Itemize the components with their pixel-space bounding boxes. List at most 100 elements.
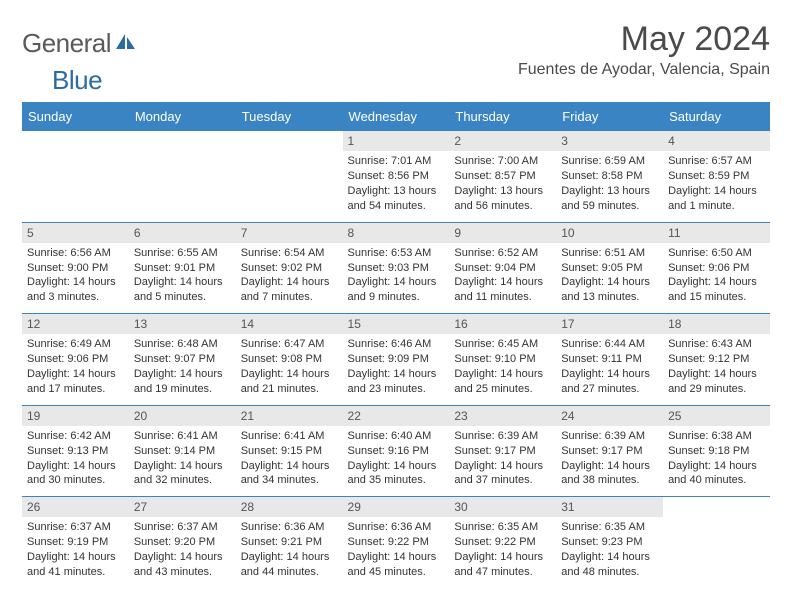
logo-text-blue: Blue	[52, 65, 102, 95]
daylight-text: Daylight: 14 hours	[348, 275, 445, 290]
daylight-text: and 37 minutes.	[454, 473, 551, 488]
daylight-text: and 56 minutes.	[454, 199, 551, 214]
calendar-cell: 27Sunrise: 6:37 AMSunset: 9:20 PMDayligh…	[129, 497, 236, 588]
day-header: Wednesday	[343, 103, 450, 130]
calendar-cell: 31Sunrise: 6:35 AMSunset: 9:23 PMDayligh…	[556, 497, 663, 588]
day-number: 28	[236, 497, 343, 517]
sunset-text: Sunset: 9:17 PM	[561, 444, 658, 459]
daylight-text: and 13 minutes.	[561, 290, 658, 305]
calendar-cell: 15Sunrise: 6:46 AMSunset: 9:09 PMDayligh…	[343, 314, 450, 406]
calendar-cell: 20Sunrise: 6:41 AMSunset: 9:14 PMDayligh…	[129, 405, 236, 497]
daylight-text: Daylight: 14 hours	[668, 275, 765, 290]
daylight-text: Daylight: 14 hours	[348, 367, 445, 382]
sunrise-text: Sunrise: 6:36 AM	[348, 520, 445, 535]
daylight-text: Daylight: 14 hours	[134, 550, 231, 565]
day-number: 18	[663, 314, 770, 334]
day-number: 15	[343, 314, 450, 334]
calendar-cell	[22, 130, 129, 222]
calendar-week-row: 1Sunrise: 7:01 AMSunset: 8:56 PMDaylight…	[22, 130, 770, 222]
daylight-text: Daylight: 13 hours	[348, 184, 445, 199]
daylight-text: and 21 minutes.	[241, 382, 338, 397]
daylight-text: and 3 minutes.	[27, 290, 124, 305]
sunrise-text: Sunrise: 6:50 AM	[668, 246, 765, 261]
sunrise-text: Sunrise: 6:41 AM	[134, 429, 231, 444]
sunrise-text: Sunrise: 7:00 AM	[454, 154, 551, 169]
day-number: 19	[22, 406, 129, 426]
daylight-text: Daylight: 14 hours	[668, 367, 765, 382]
daylight-text: and 43 minutes.	[134, 565, 231, 580]
sunrise-text: Sunrise: 6:40 AM	[348, 429, 445, 444]
calendar-cell: 12Sunrise: 6:49 AMSunset: 9:06 PMDayligh…	[22, 314, 129, 406]
calendar-cell: 16Sunrise: 6:45 AMSunset: 9:10 PMDayligh…	[449, 314, 556, 406]
calendar-cell: 22Sunrise: 6:40 AMSunset: 9:16 PMDayligh…	[343, 405, 450, 497]
daylight-text: Daylight: 13 hours	[561, 184, 658, 199]
daylight-text: Daylight: 13 hours	[454, 184, 551, 199]
sunset-text: Sunset: 9:07 PM	[134, 352, 231, 367]
sunset-text: Sunset: 9:22 PM	[454, 535, 551, 550]
sunset-text: Sunset: 9:06 PM	[27, 352, 124, 367]
logo-text-general: General	[22, 28, 111, 59]
day-number: 1	[343, 131, 450, 151]
calendar-cell: 26Sunrise: 6:37 AMSunset: 9:19 PMDayligh…	[22, 497, 129, 588]
day-number: 20	[129, 406, 236, 426]
calendar-cell: 30 Sunrise: 6:35 AMSunset: 9:22 PMDayligh…	[449, 497, 556, 588]
daylight-text: Daylight: 14 hours	[454, 367, 551, 382]
calendar-cell: 2Sunrise: 7:00 AMSunset: 8:57 PMDaylight…	[449, 130, 556, 222]
sunrise-text: Sunrise: 6:39 AM	[561, 429, 658, 444]
day-number: 29	[343, 497, 450, 517]
daylight-text: Daylight: 14 hours	[561, 275, 658, 290]
daylight-text: Daylight: 14 hours	[241, 367, 338, 382]
sunrise-text: Sunrise: 6:53 AM	[348, 246, 445, 261]
day-number: 13	[129, 314, 236, 334]
sunrise-text: Sunrise: 6:39 AM	[454, 429, 551, 444]
daylight-text: and 1 minute.	[668, 199, 765, 214]
sunrise-text: Sunrise: 6:37 AM	[27, 520, 124, 535]
sunset-text: Sunset: 9:00 PM	[27, 261, 124, 276]
daylight-text: and 47 minutes.	[454, 565, 551, 580]
day-number: 10	[556, 223, 663, 243]
sunrise-text: Sunrise: 6:35 AM	[454, 520, 551, 535]
sunrise-text: Sunrise: 7:01 AM	[348, 154, 445, 169]
page-title: May 2024	[518, 20, 770, 59]
sunrise-text: Sunrise: 6:54 AM	[241, 246, 338, 261]
calendar-cell: 25Sunrise: 6:38 AMSunset: 9:18 PMDayligh…	[663, 405, 770, 497]
calendar-cell: 17Sunrise: 6:44 AMSunset: 9:11 PMDayligh…	[556, 314, 663, 406]
calendar-cell: 21Sunrise: 6:41 AMSunset: 9:15 PMDayligh…	[236, 405, 343, 497]
calendar-cell: 9Sunrise: 6:52 AMSunset: 9:04 PMDaylight…	[449, 222, 556, 314]
daylight-text: Daylight: 14 hours	[134, 459, 231, 474]
sunset-text: Sunset: 9:01 PM	[134, 261, 231, 276]
day-number: 5	[22, 223, 129, 243]
daylight-text: Daylight: 14 hours	[454, 550, 551, 565]
daylight-text: and 11 minutes.	[454, 290, 551, 305]
calendar-cell: 29Sunrise: 6:36 AMSunset: 9:22 PMDayligh…	[343, 497, 450, 588]
calendar-week-row: 5Sunrise: 6:56 AMSunset: 9:00 PMDaylight…	[22, 222, 770, 314]
daylight-text: Daylight: 14 hours	[134, 367, 231, 382]
day-number: 30	[449, 497, 556, 517]
daylight-text: Daylight: 14 hours	[561, 459, 658, 474]
day-number: 23	[449, 406, 556, 426]
daylight-text: and 5 minutes.	[134, 290, 231, 305]
day-header: Thursday	[449, 103, 556, 130]
day-number: 2	[449, 131, 556, 151]
day-header: Saturday	[663, 103, 770, 130]
sunset-text: Sunset: 8:58 PM	[561, 169, 658, 184]
daylight-text: and 29 minutes.	[668, 382, 765, 397]
daylight-text: and 30 minutes.	[27, 473, 124, 488]
day-number: 3	[556, 131, 663, 151]
calendar-week-row: 19Sunrise: 6:42 AMSunset: 9:13 PMDayligh…	[22, 405, 770, 497]
daylight-text: Daylight: 14 hours	[348, 459, 445, 474]
calendar-cell: 6Sunrise: 6:55 AMSunset: 9:01 PMDaylight…	[129, 222, 236, 314]
day-header: Friday	[556, 103, 663, 130]
logo: General	[22, 20, 141, 59]
daylight-text: Daylight: 14 hours	[561, 550, 658, 565]
calendar-cell: 19Sunrise: 6:42 AMSunset: 9:13 PMDayligh…	[22, 405, 129, 497]
sunset-text: Sunset: 9:17 PM	[454, 444, 551, 459]
daylight-text: Daylight: 14 hours	[27, 275, 124, 290]
sunrise-text: Sunrise: 6:47 AM	[241, 337, 338, 352]
calendar-week-row: 26Sunrise: 6:37 AMSunset: 9:19 PMDayligh…	[22, 497, 770, 588]
sunrise-text: Sunrise: 6:57 AM	[668, 154, 765, 169]
day-number: 7	[236, 223, 343, 243]
daylight-text: and 27 minutes.	[561, 382, 658, 397]
sunset-text: Sunset: 9:13 PM	[27, 444, 124, 459]
day-header: Monday	[129, 103, 236, 130]
